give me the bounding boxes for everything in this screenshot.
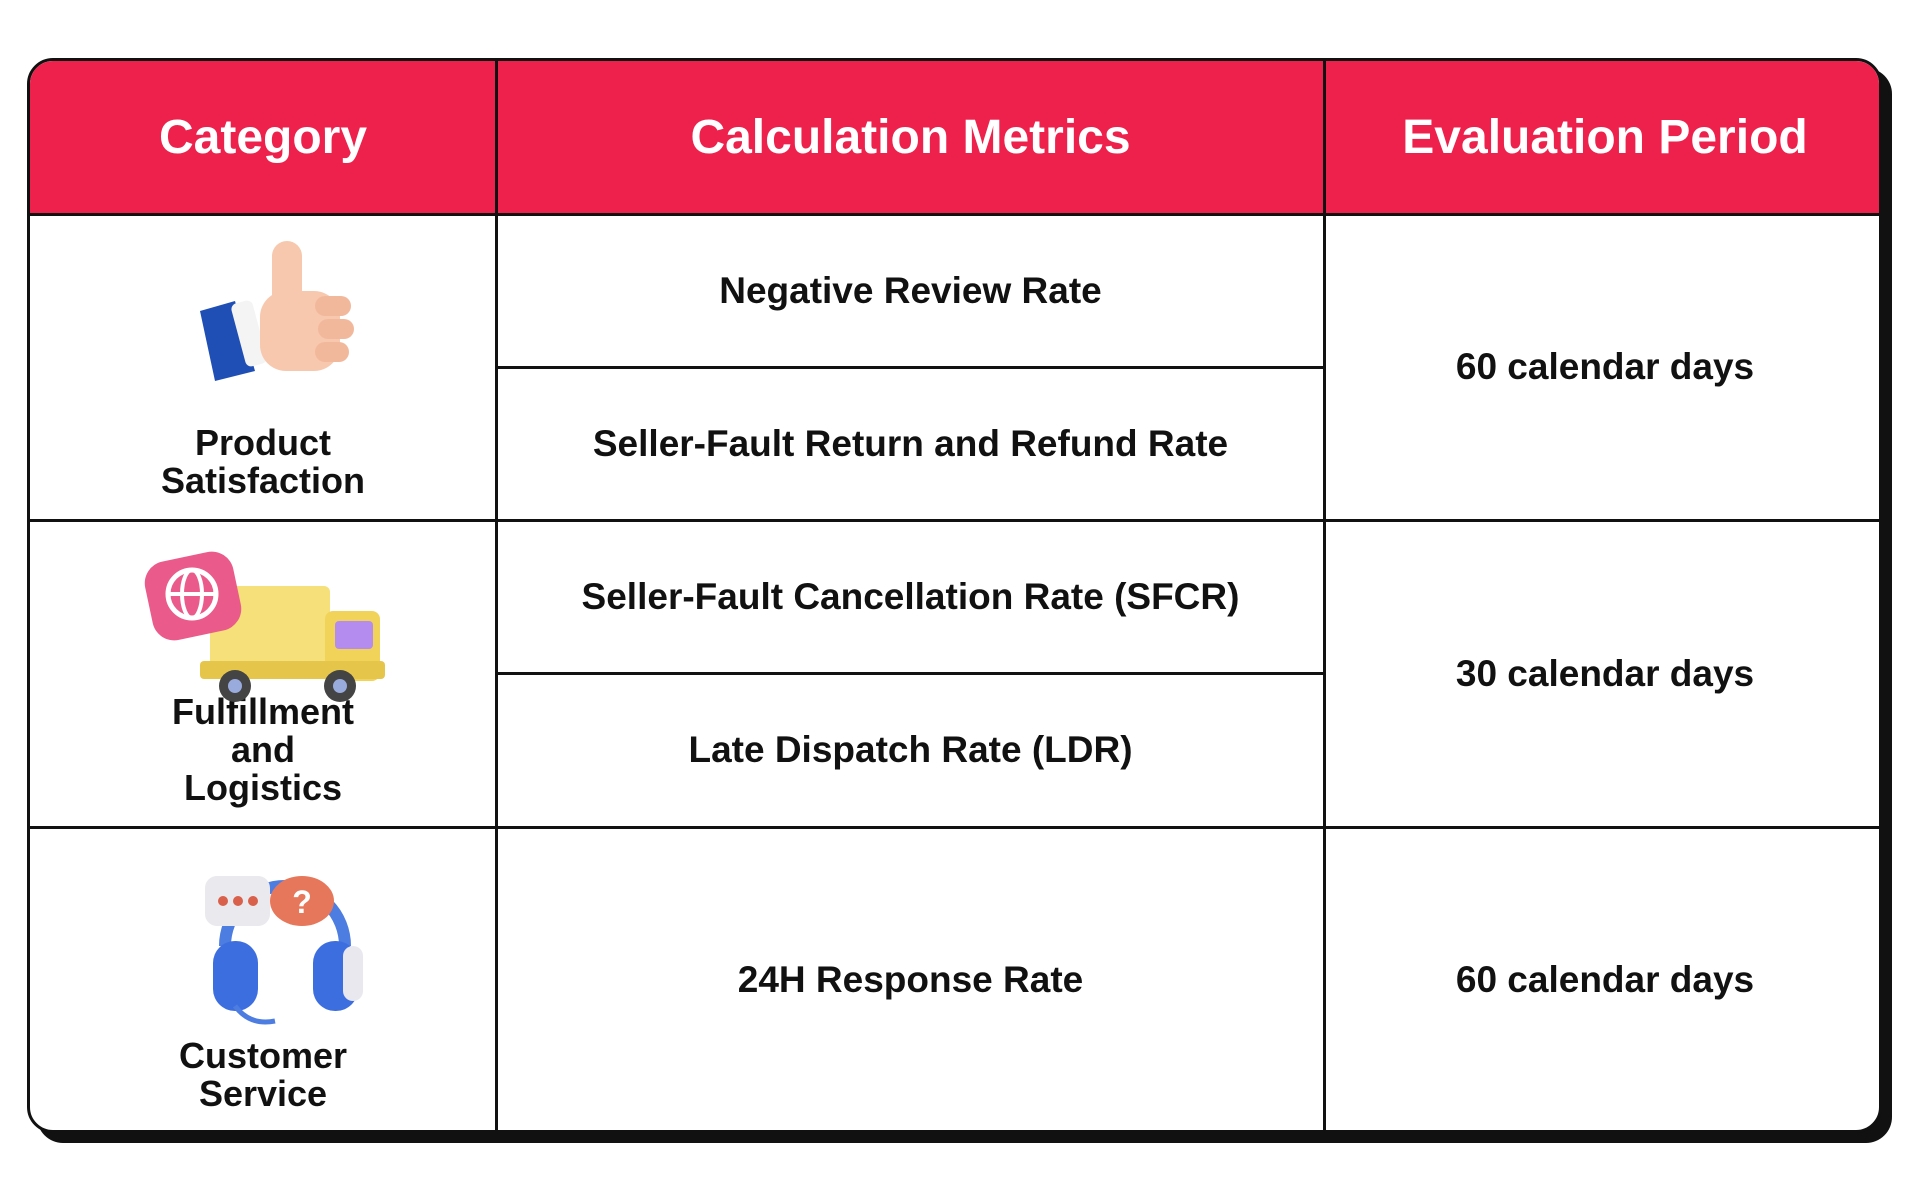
column-divider [1323, 61, 1326, 1130]
metric-cell: Seller-Fault Return and Refund Rate [592, 422, 1229, 464]
row-divider [30, 213, 1879, 216]
row-divider [30, 826, 1879, 829]
period-cell: 60 calendar days [1455, 346, 1755, 387]
metrics-table: Category Calculation Metrics Evaluation … [27, 58, 1882, 1133]
header-cell: Category [30, 61, 496, 214]
column-divider [495, 61, 498, 1130]
delivery-truck-icon [144, 551, 385, 702]
metric-cell: Seller-Fault Cancellation Rate (SFCR) [581, 575, 1240, 617]
row-divider [30, 519, 1879, 522]
category-cell: Fulfillment and Logistics [172, 691, 354, 808]
thumbs-up-icon [200, 241, 354, 381]
period-cell: 60 calendar days [1455, 959, 1755, 1000]
headset-icon: ? [205, 876, 363, 1025]
sub-row-divider [496, 366, 1325, 369]
header-cell: Calculation Metrics [496, 61, 1325, 214]
metric-cell: Negative Review Rate [719, 269, 1102, 311]
category-cell: Customer Service [178, 1035, 348, 1114]
metric-cell: Late Dispatch Rate (LDR) [688, 729, 1133, 770]
category-cell: Product Satisfaction [160, 422, 366, 501]
header-cell: Evaluation Period [1325, 61, 1879, 214]
period-cell: 30 calendar days [1455, 652, 1755, 694]
sub-row-divider [496, 672, 1325, 675]
svg-text:?: ? [292, 884, 312, 920]
metric-cell: 24H Response Rate [737, 959, 1084, 1000]
